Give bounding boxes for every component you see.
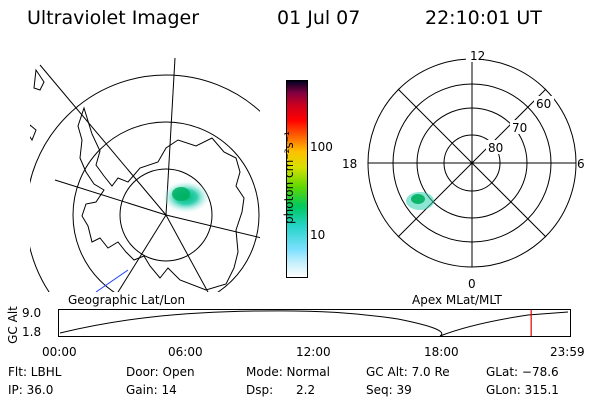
altitude-ytick-min: 1.8 (22, 325, 42, 339)
lat-label-60: 60 (536, 97, 551, 111)
mlt-label-6: 6 (577, 157, 585, 171)
latitude-circle (72, 121, 260, 292)
mlt-auroral-core (411, 194, 425, 204)
altitude-xtick-4: 23:59 (550, 345, 585, 359)
lat-label-80: 80 (488, 141, 503, 155)
label-bg (338, 157, 360, 171)
mlt-label-18: 18 (342, 157, 357, 171)
apex-label: Apex MLat/MLT (412, 293, 502, 307)
altitude-curve (59, 310, 569, 337)
altitude-xtick-2: 12:00 (296, 345, 331, 359)
altitude-ylabel: GC Alt (5, 306, 20, 344)
mlt-label-0: 0 (468, 277, 476, 291)
longitude-line (54, 179, 167, 216)
latitude-circle (30, 74, 260, 292)
altitude-xtick-3: 18:00 (424, 345, 459, 359)
mode-value: Mode: Normal (246, 365, 330, 379)
altitude-xtick-1: 06:00 (168, 345, 203, 359)
colorbar-label-wrap: photon cm⁻²s⁻¹ (282, 120, 297, 240)
glon-value: GLon: 315.1 (486, 383, 559, 397)
app-title: Ultraviolet Imager (27, 7, 200, 29)
seq-value: Seq: 39 (366, 383, 412, 397)
altitude-plot (58, 309, 571, 337)
dsp-value: Dsp: 2.2 (246, 383, 316, 397)
colorbar-label: photon cm⁻²s⁻¹ (282, 131, 296, 224)
auroral-emission-core (172, 187, 190, 201)
satellite-track (95, 269, 129, 292)
label-bg (486, 140, 506, 154)
filter-value: Flt: LBHL (8, 365, 62, 379)
door-value: Door: Open (126, 365, 195, 379)
altitude-ytick-max: 9.0 (22, 306, 42, 320)
gain-value: Gain: 14 (126, 383, 177, 397)
coastline-fragment (30, 121, 31, 122)
mlt-diagonal (397, 88, 547, 238)
gc-alt-value: GC Alt: 7.0 Re (366, 365, 450, 379)
colorbar-tick-10: 10 (310, 228, 326, 242)
mlt-polar-plot: 12 18 6 0 60 70 80 (338, 48, 585, 291)
geographic-label: Geographic Lat/Lon (68, 293, 186, 307)
time-label: 22:10:01 UT (425, 7, 542, 29)
label-bg (534, 96, 554, 110)
altitude-frame (58, 309, 571, 337)
glat-value: GLat: −78.6 (486, 365, 559, 379)
antarctica-coastline (77, 106, 245, 291)
colorbar-tick-100: 100 (310, 140, 333, 154)
colorbar-label-spacer (264, 100, 282, 240)
label-bg (466, 48, 480, 62)
date-label: 01 Jul 07 (277, 7, 361, 29)
ip-value: IP: 36.0 (8, 383, 54, 397)
island-coastline (30, 68, 45, 142)
label-bg (510, 120, 530, 134)
mlt-label-12: 12 (470, 49, 485, 63)
longitude-line (117, 214, 167, 292)
altitude-xtick-0: 00:00 (42, 345, 77, 359)
geographic-map-panel (30, 58, 260, 292)
colorbar (286, 80, 308, 278)
lat-label-70: 70 (512, 121, 527, 135)
longitude-line (165, 214, 260, 239)
latitude-circle (119, 168, 213, 262)
longitude-line (39, 64, 167, 216)
